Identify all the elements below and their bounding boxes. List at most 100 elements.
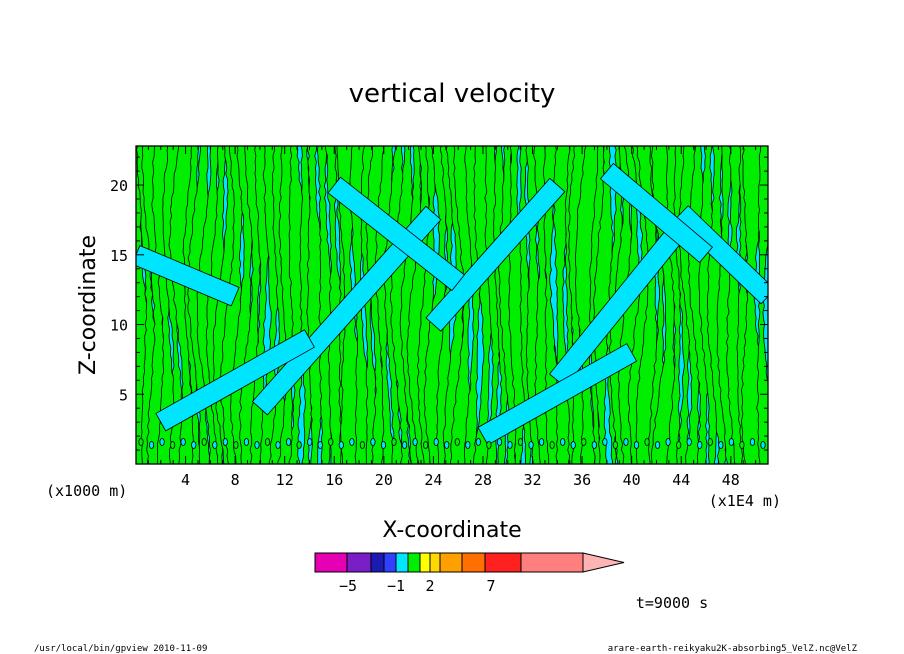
colorbar-tick-label: −1 bbox=[387, 577, 405, 595]
x-tick-label: 44 bbox=[672, 471, 690, 489]
contour-loop bbox=[296, 441, 302, 449]
contour-loop bbox=[423, 441, 429, 449]
colorbar-segment bbox=[484, 552, 522, 573]
contour-loop bbox=[686, 438, 692, 446]
colorbar-tick-label: −5 bbox=[339, 577, 357, 595]
contour-loop bbox=[359, 441, 365, 449]
footer-right: arare-earth-reikyaku2K-absorbing5_VelZ.n… bbox=[608, 644, 858, 654]
contour-loop bbox=[328, 438, 334, 446]
x-tick-label: 48 bbox=[722, 471, 740, 489]
contour-loop bbox=[602, 438, 608, 446]
negative-region bbox=[477, 343, 637, 446]
contour-loop bbox=[549, 441, 555, 449]
contour-loop bbox=[370, 438, 376, 446]
contour-loop bbox=[170, 441, 176, 449]
contour-loop bbox=[475, 438, 481, 446]
time-label: t=9000 s bbox=[636, 594, 708, 612]
x-tick-label: 20 bbox=[375, 471, 393, 489]
colorbar-segment bbox=[346, 552, 372, 573]
x-axis: 4 8 12 16 20 24 28 32 36 40 44 48 bbox=[147, 146, 757, 489]
y-tick-label: 15 bbox=[110, 247, 128, 265]
contour-loop bbox=[528, 441, 534, 449]
contour-loop bbox=[739, 441, 745, 449]
contour-loop bbox=[254, 441, 260, 449]
contour-loop bbox=[148, 441, 155, 449]
colorbar-segment bbox=[429, 552, 441, 573]
plot-frame bbox=[135, 145, 769, 465]
contour-loop bbox=[486, 441, 492, 449]
negative-region bbox=[600, 163, 713, 263]
contour-loop bbox=[581, 438, 587, 446]
contour-loop bbox=[507, 441, 513, 449]
contour-loop bbox=[465, 441, 471, 449]
colorbar-tick-label: 2 bbox=[425, 577, 434, 595]
x-tick-label: 8 bbox=[231, 471, 240, 489]
contour-loop bbox=[749, 438, 756, 446]
contour-loop bbox=[633, 441, 640, 449]
contour-loop bbox=[623, 438, 629, 446]
colorbar-segment bbox=[314, 552, 348, 573]
contour-loop bbox=[560, 438, 566, 446]
contour-loop bbox=[760, 441, 766, 449]
colorbar-segment bbox=[383, 552, 397, 573]
x-unit-left: (x1000 m) bbox=[46, 482, 127, 500]
contour-loop bbox=[233, 441, 239, 449]
contour-loop bbox=[222, 438, 228, 446]
contour-loop bbox=[243, 438, 250, 446]
contour-loop bbox=[159, 438, 165, 446]
contour-loop bbox=[433, 438, 439, 446]
positive-region bbox=[151, 146, 180, 464]
positive-region bbox=[756, 146, 768, 464]
contour-loop bbox=[539, 438, 545, 446]
contour-loop bbox=[307, 438, 313, 446]
colorbar-segment bbox=[461, 552, 486, 573]
contour-loop bbox=[349, 438, 355, 446]
contour-loop bbox=[201, 438, 207, 446]
colorbar-segment bbox=[395, 552, 409, 573]
contour-loop bbox=[707, 438, 713, 446]
contour-loop bbox=[180, 438, 186, 446]
contour-loop bbox=[275, 441, 281, 449]
contour-loop bbox=[654, 441, 661, 449]
contour-loop bbox=[391, 438, 397, 446]
y-tick-label: 5 bbox=[119, 386, 128, 404]
x-axis-label: X-coordinate bbox=[382, 518, 521, 543]
colorbar: −5 −1 2 7 bbox=[314, 552, 625, 595]
contour-loop bbox=[517, 438, 524, 446]
colorbar-extension bbox=[582, 552, 625, 573]
colorbar-segment bbox=[370, 552, 385, 573]
colorbar-segment bbox=[419, 552, 431, 573]
y-axis-label: Z-coordinate bbox=[76, 235, 101, 375]
contour-loop bbox=[444, 441, 450, 449]
x-tick-label: 36 bbox=[573, 471, 591, 489]
colorbar-segment bbox=[407, 552, 421, 573]
contour-loop bbox=[591, 441, 597, 449]
contour-loop bbox=[676, 441, 682, 449]
negative-region bbox=[327, 176, 465, 291]
contour-loop bbox=[612, 441, 619, 449]
negative-region bbox=[155, 329, 315, 432]
contour-loop bbox=[496, 438, 503, 446]
contour-loop bbox=[285, 438, 292, 446]
chart-title: vertical velocity bbox=[349, 79, 556, 109]
contour-loop bbox=[412, 438, 418, 446]
contour-loop bbox=[401, 441, 408, 449]
negative-region bbox=[252, 205, 442, 416]
contour-loop bbox=[728, 438, 734, 446]
colorbar-segment bbox=[439, 552, 463, 573]
contour-loop bbox=[570, 441, 576, 449]
contour-field bbox=[136, 146, 768, 464]
x-unit-right: (x1E4 m) bbox=[709, 492, 781, 510]
contour-loop bbox=[644, 438, 650, 446]
contour-loop bbox=[697, 441, 703, 449]
x-tick-label: 24 bbox=[424, 471, 442, 489]
negative-region bbox=[425, 178, 566, 332]
contour-loop bbox=[665, 438, 671, 446]
contour-loop bbox=[454, 438, 460, 446]
x-tick-label: 40 bbox=[623, 471, 641, 489]
x-tick-label: 4 bbox=[181, 471, 190, 489]
plot-area bbox=[135, 145, 769, 465]
contour-loop bbox=[191, 441, 197, 449]
contour-loop bbox=[138, 438, 144, 446]
contour-loop bbox=[212, 441, 218, 449]
